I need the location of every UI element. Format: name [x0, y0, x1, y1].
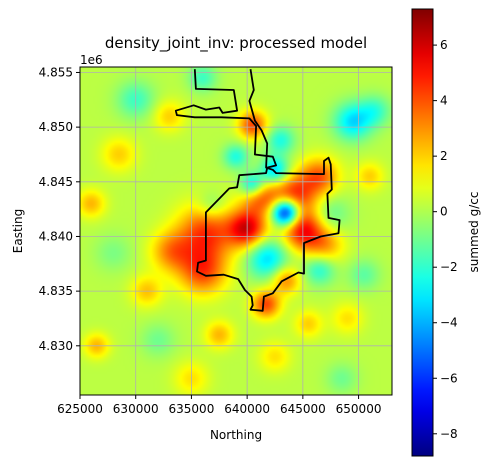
x-axis-label: Northing	[210, 428, 262, 442]
x-tick-label: 630000	[113, 402, 159, 416]
x-tick-label: 640000	[224, 402, 270, 416]
chart-title: density_joint_inv: processed model	[105, 34, 367, 53]
colorbar-tick-label: 6	[440, 38, 448, 52]
colorbar-ticks: −8 −6 −4 −2 0 2 4 6	[433, 38, 458, 441]
y-tick-label: 4.830	[39, 339, 73, 353]
y-axis-label: Easting	[11, 209, 25, 253]
heatmap-area	[80, 67, 392, 395]
colorbar-tick-label: −6	[440, 371, 458, 385]
y-tick-label: 4.845	[39, 175, 73, 189]
colorbar-label: summed g/cc	[467, 192, 481, 273]
plot-frame	[79, 66, 393, 396]
x-tick-label: 645000	[280, 402, 326, 416]
y-axis-offset-label: 1e6	[80, 53, 103, 67]
colorbar-tick-label: −2	[440, 260, 458, 274]
y-tick-label: 4.840	[39, 229, 73, 243]
grid-lines	[79, 67, 392, 395]
y-tick-label: 4.835	[39, 284, 73, 298]
colorbar-tick-label: −4	[440, 316, 458, 330]
colorbar	[411, 8, 434, 457]
y-tick-label: 4.855	[39, 65, 73, 79]
colorbar-tick-label: 0	[440, 205, 448, 219]
y-tick-label: 4.850	[39, 120, 73, 134]
colorbar-tick-label: −8	[440, 427, 458, 441]
colorbar-tick-label: 2	[440, 149, 448, 163]
colorbar-tick-label: 4	[440, 94, 448, 108]
boundary-outline	[174, 69, 341, 312]
x-tick-label: 625000	[57, 402, 103, 416]
x-tick-label: 635000	[169, 402, 215, 416]
x-axis-ticks: 625000 630000 635000 640000 645000 650000	[57, 395, 381, 416]
y-axis-ticks: 4.830 4.835 4.840 4.845 4.850 4.855	[39, 65, 80, 353]
x-tick-label: 650000	[336, 402, 382, 416]
heatmap-image	[80, 67, 392, 395]
